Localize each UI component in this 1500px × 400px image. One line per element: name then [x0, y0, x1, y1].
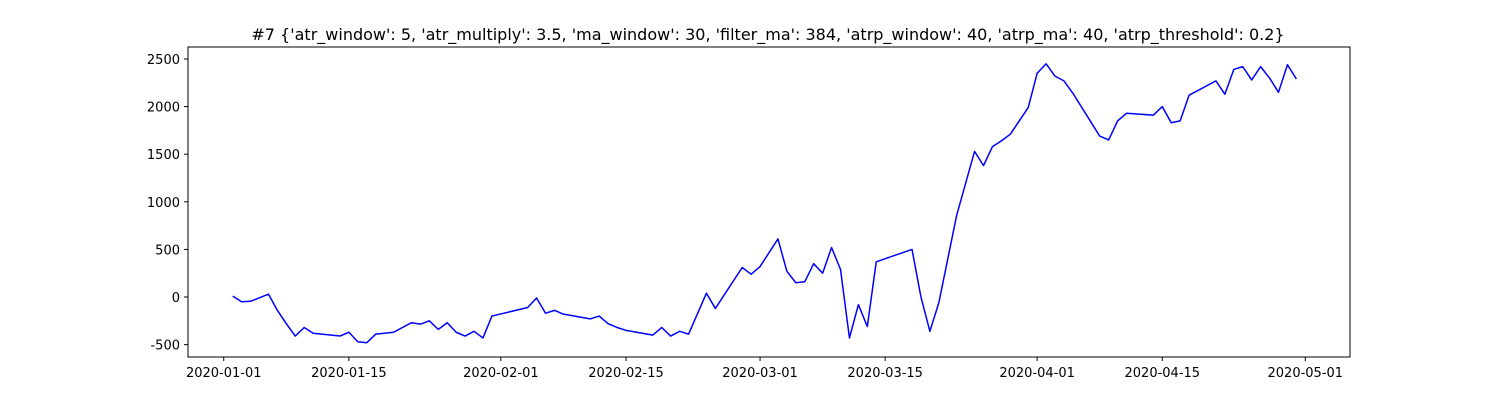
y-tick-label: -500 [150, 339, 180, 354]
plot-frame [187, 46, 1351, 358]
y-tick-label: 0 [172, 291, 180, 306]
x-tick-label: 2020-01-01 [186, 366, 262, 381]
x-tick-label: 2020-02-01 [463, 366, 539, 381]
x-tick-label: 2020-01-15 [311, 366, 387, 381]
y-tick-label: 1000 [147, 196, 180, 211]
x-tick-label: 2020-03-01 [722, 366, 798, 381]
chart-title: #7 {'atr_window': 5, 'atr_multiply': 3.5… [251, 25, 1284, 45]
x-tick-label: 2020-03-15 [847, 366, 923, 381]
y-tick-label: 2500 [147, 53, 180, 68]
y-tick-label: 1500 [147, 148, 180, 163]
data-line [232, 63, 1298, 344]
x-tick-label: 2020-02-15 [588, 366, 664, 381]
x-tick-label: 2020-05-01 [1268, 366, 1344, 381]
y-tick-label: 2000 [147, 101, 180, 116]
x-tick-label: 2020-04-15 [1125, 366, 1201, 381]
y-tick-label: 500 [155, 243, 180, 258]
x-tick-label: 2020-04-01 [999, 366, 1075, 381]
